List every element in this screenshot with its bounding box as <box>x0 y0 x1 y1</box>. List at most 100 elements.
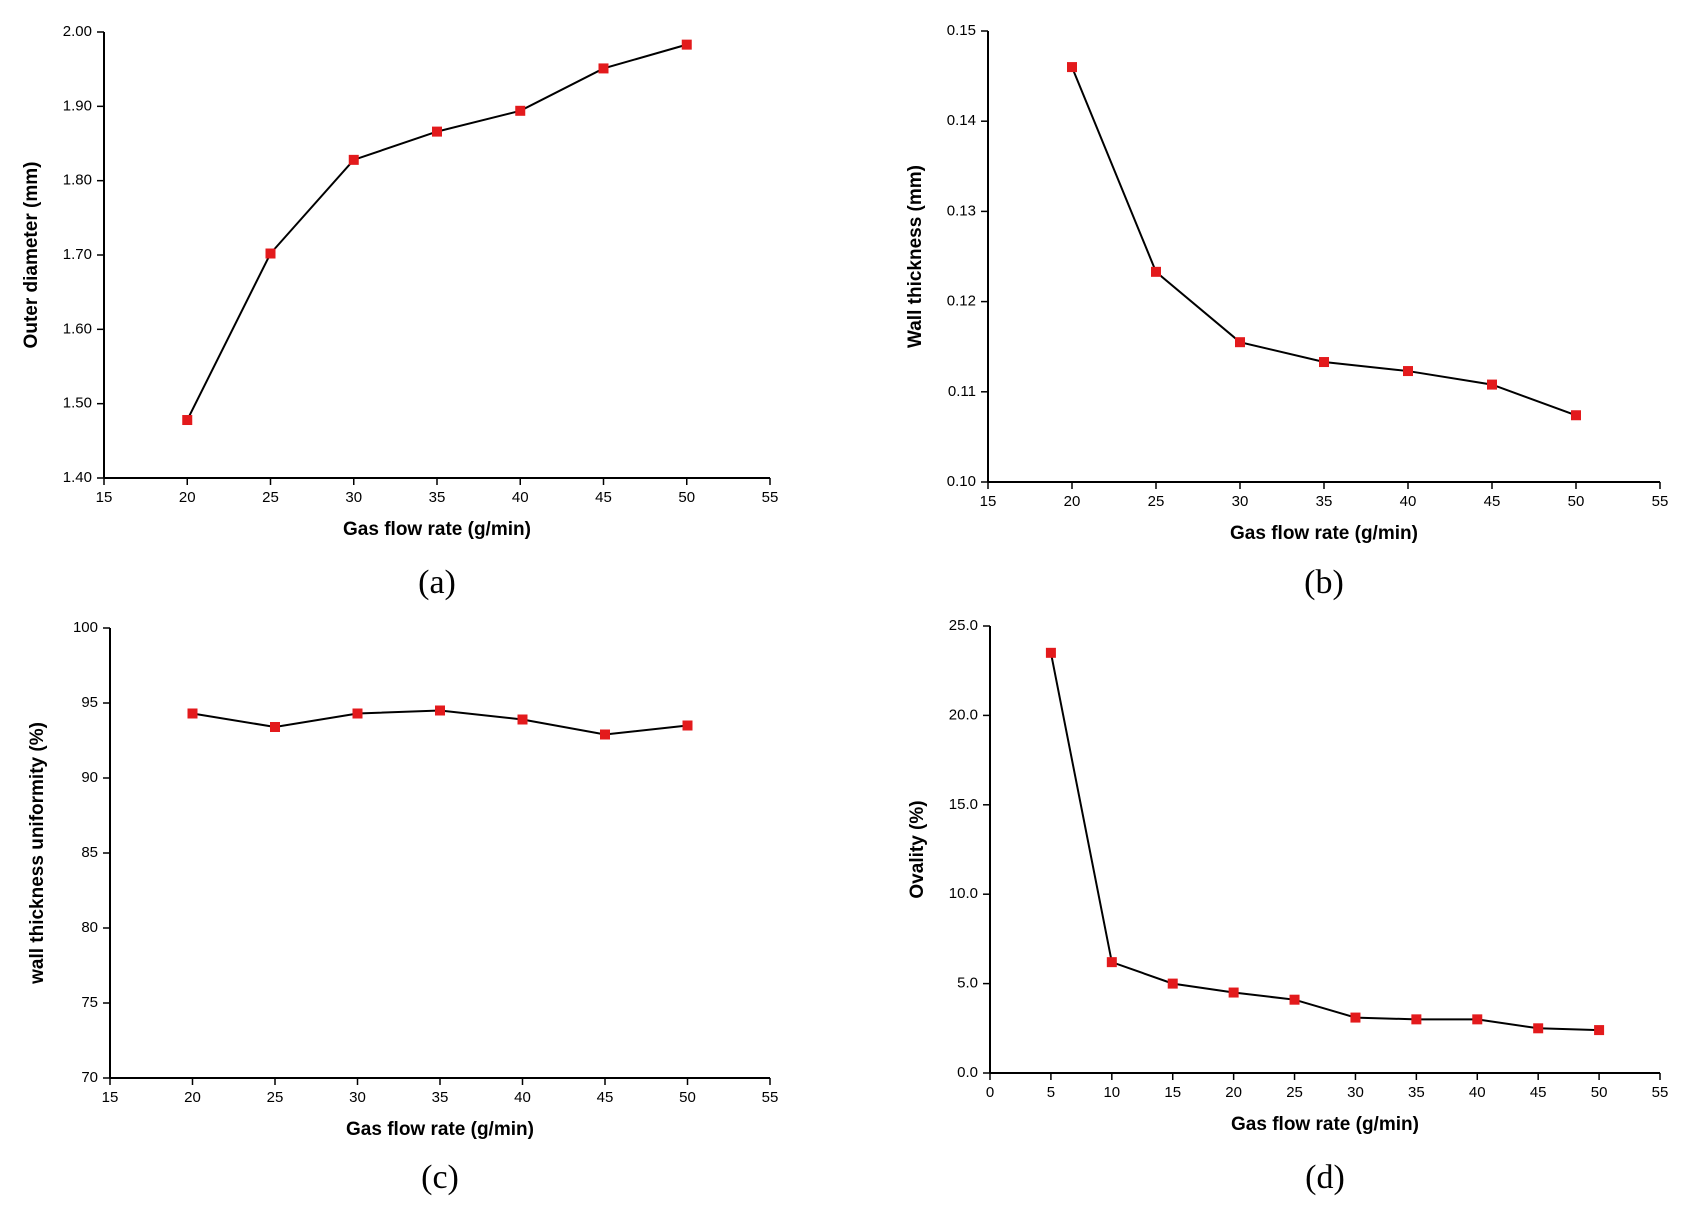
y-axis-label: Outer diameter (mm) <box>21 162 42 349</box>
x-tick-label: 15 <box>980 493 997 510</box>
y-tick-label: 0.12 <box>947 293 976 310</box>
panel-caption: (b) <box>1304 564 1344 601</box>
data-point <box>598 63 609 74</box>
data-point <box>1594 1025 1605 1036</box>
x-tick-label: 55 <box>1652 1084 1669 1101</box>
data-point <box>270 722 280 732</box>
x-tick-label: 45 <box>595 489 612 506</box>
x-tick-label: 40 <box>514 1089 531 1106</box>
y-tick-label: 1.40 <box>63 469 92 486</box>
x-tick-label: 25 <box>1286 1084 1303 1101</box>
y-tick-label: 1.60 <box>63 320 92 337</box>
y-tick-label: 10.0 <box>949 885 978 902</box>
x-tick-label: 30 <box>1232 493 1249 510</box>
data-point <box>517 714 528 725</box>
x-tick-label: 50 <box>679 1089 696 1106</box>
x-tick-label: 25 <box>262 489 279 506</box>
y-axis-label: Ovality (%) <box>907 800 928 898</box>
x-tick-label: 35 <box>432 1089 449 1106</box>
x-tick-label: 45 <box>597 1089 614 1106</box>
data-point <box>1472 1014 1483 1025</box>
x-tick-label: 50 <box>1591 1084 1608 1101</box>
data-point <box>265 248 276 259</box>
data-point <box>1235 337 1245 348</box>
y-tick-label: 2.00 <box>63 23 92 40</box>
data-point <box>682 720 693 731</box>
y-tick-label: 1.70 <box>63 246 92 263</box>
data-point <box>432 126 442 137</box>
data-point <box>182 415 193 426</box>
x-tick-label: 55 <box>1652 493 1669 510</box>
data-point <box>435 705 445 716</box>
y-tick-label: 20.0 <box>949 706 978 723</box>
data-point <box>1403 366 1413 377</box>
y-tick-label: 1.80 <box>63 172 92 189</box>
x-axis-label: Gas flow rate (g/min) <box>346 1119 534 1140</box>
x-tick-label: 45 <box>1484 493 1501 510</box>
y-tick-label: 0.10 <box>947 473 976 490</box>
y-tick-label: 0.0 <box>957 1064 978 1081</box>
y-tick-label: 5.0 <box>957 975 978 992</box>
x-tick-label: 15 <box>1164 1084 1181 1101</box>
x-tick-label: 15 <box>102 1089 119 1106</box>
data-point <box>1106 957 1117 968</box>
x-tick-label: 10 <box>1103 1084 1120 1101</box>
x-tick-label: 20 <box>1064 493 1081 510</box>
data-point <box>681 39 692 50</box>
x-tick-label: 20 <box>184 1089 201 1106</box>
data-point <box>515 105 526 116</box>
y-tick-label: 95 <box>81 694 98 711</box>
x-tick-label: 35 <box>429 489 446 506</box>
y-axis-label: wall thickness uniformity (%) <box>27 722 48 985</box>
data-point <box>187 708 198 719</box>
x-tick-label: 30 <box>349 1089 366 1106</box>
x-tick-label: 35 <box>1408 1084 1425 1101</box>
x-axis-label: Gas flow rate (g/min) <box>1231 1114 1419 1135</box>
y-tick-label: 80 <box>81 919 98 936</box>
panel-caption: (d) <box>1305 1159 1345 1196</box>
x-tick-label: 40 <box>1400 493 1417 510</box>
x-tick-label: 15 <box>96 489 113 506</box>
x-tick-label: 0 <box>986 1084 994 1101</box>
x-tick-label: 55 <box>762 1089 779 1106</box>
data-point <box>1167 978 1178 989</box>
data-point <box>600 729 610 740</box>
data-point <box>1151 266 1161 277</box>
x-tick-label: 35 <box>1316 493 1333 510</box>
y-tick-label: 85 <box>81 844 98 861</box>
y-axis-label: Wall thickness (mm) <box>905 165 926 348</box>
y-tick-label: 0.15 <box>947 22 976 39</box>
y-tick-label: 100 <box>73 619 98 636</box>
y-tick-label: 1.50 <box>63 395 92 412</box>
y-tick-label: 15.0 <box>949 796 978 813</box>
y-tick-label: 25.0 <box>949 617 978 634</box>
data-point <box>1319 357 1329 368</box>
series-line <box>1049 652 1600 1032</box>
data-point <box>1067 62 1077 73</box>
y-tick-label: 0.14 <box>947 112 976 129</box>
data-point <box>1411 1014 1422 1025</box>
data-point <box>1487 379 1497 390</box>
x-tick-label: 5 <box>1047 1084 1055 1101</box>
data-point <box>1533 1023 1544 1034</box>
data-point <box>352 708 363 719</box>
x-axis-label: Gas flow rate (g/min) <box>1230 523 1418 544</box>
y-tick-label: 0.13 <box>947 202 976 219</box>
x-tick-label: 25 <box>1148 493 1165 510</box>
y-tick-label: 75 <box>81 994 98 1011</box>
x-tick-label: 50 <box>1568 493 1585 510</box>
x-tick-label: 25 <box>267 1089 284 1106</box>
y-tick-label: 0.11 <box>948 383 976 400</box>
panel-caption: (c) <box>421 1159 459 1196</box>
y-tick-label: 70 <box>81 1069 98 1086</box>
data-point <box>1228 987 1239 998</box>
x-tick-label: 45 <box>1530 1084 1547 1101</box>
y-tick-label: 90 <box>81 769 98 786</box>
x-tick-label: 30 <box>345 489 362 506</box>
x-tick-label: 30 <box>1347 1084 1364 1101</box>
x-tick-label: 55 <box>762 489 779 506</box>
y-tick-label: 1.90 <box>63 97 92 114</box>
x-tick-label: 50 <box>678 489 695 506</box>
